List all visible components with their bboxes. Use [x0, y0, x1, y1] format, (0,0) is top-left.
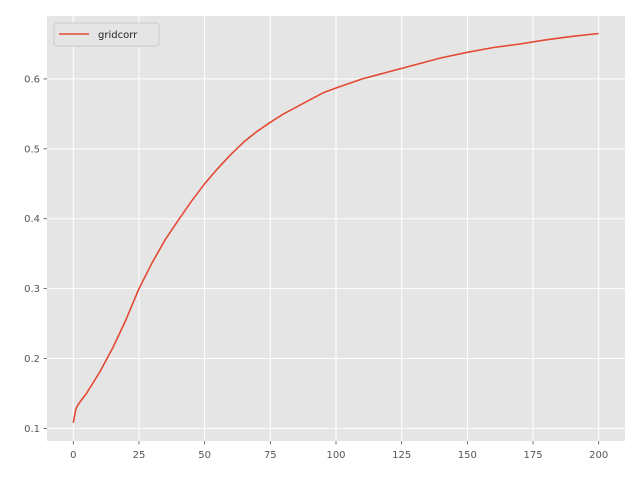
- x-tick-label: 150: [458, 450, 477, 461]
- x-tick-label: 125: [392, 450, 411, 461]
- y-tick-label: 0.4: [24, 214, 40, 225]
- y-tick-label: 0.5: [24, 144, 40, 155]
- x-tick-label: 100: [326, 450, 345, 461]
- legend-box: [53, 22, 160, 47]
- series-layer: [72, 32, 599, 423]
- x-tick-label: 75: [264, 450, 277, 461]
- series-line-gridcorr: [72, 32, 599, 423]
- x-tick-label: 50: [198, 450, 211, 461]
- x-tick-label: 175: [523, 450, 542, 461]
- legend: gridcorr: [53, 22, 160, 47]
- y-tick-label: 0.2: [24, 354, 40, 365]
- y-tick-label: 0.3: [24, 284, 40, 295]
- y-tick-label: 0.1: [24, 424, 40, 435]
- y-tick-label: 0.6: [24, 74, 40, 85]
- legend-label: gridcorr: [98, 30, 138, 41]
- x-tick-label: 25: [133, 450, 146, 461]
- axis-ticks: 0 25 50 75 100 125 150 175 200 0.1 0.2 0.3 0.4 0.5 0.6: [24, 74, 608, 461]
- x-tick-label: 0: [70, 450, 76, 461]
- x-tick-label: 200: [589, 450, 608, 461]
- grid-lines: [47, 16, 625, 441]
